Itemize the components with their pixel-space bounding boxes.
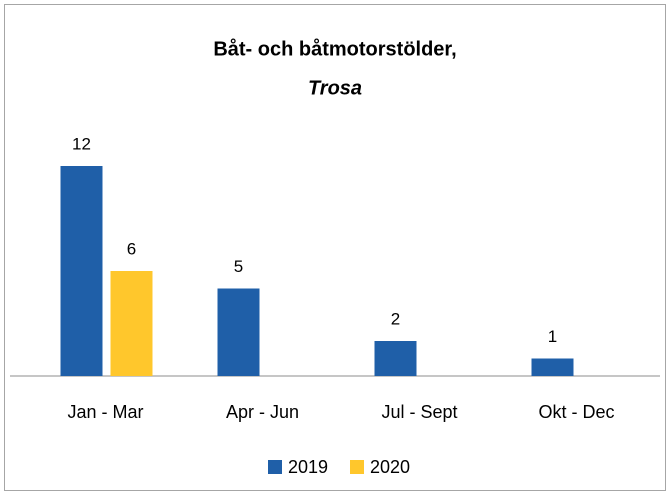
x-tick-label: Jul - Sept <box>381 402 457 422</box>
bar <box>217 288 260 376</box>
legend-swatch <box>268 460 282 474</box>
chart-frame <box>4 4 666 491</box>
bar <box>531 358 574 376</box>
bar <box>374 341 417 376</box>
data-label: 6 <box>127 239 136 258</box>
data-label: 12 <box>72 134 91 153</box>
chart-title: Båt- och båtmotorstölder, <box>213 37 456 60</box>
data-label: 2 <box>391 309 400 328</box>
bar <box>60 166 103 376</box>
bar <box>110 271 153 376</box>
data-label: 5 <box>234 257 243 276</box>
x-tick-label: Okt - Dec <box>538 402 614 422</box>
legend-label: 2020 <box>370 457 410 477</box>
x-tick-label: Jan - Mar <box>67 402 143 422</box>
legend-label: 2019 <box>288 457 328 477</box>
x-tick-label: Apr - Jun <box>226 402 299 422</box>
data-label: 1 <box>548 327 557 346</box>
chart-subtitle: Trosa <box>308 77 362 99</box>
legend-swatch <box>350 460 364 474</box>
